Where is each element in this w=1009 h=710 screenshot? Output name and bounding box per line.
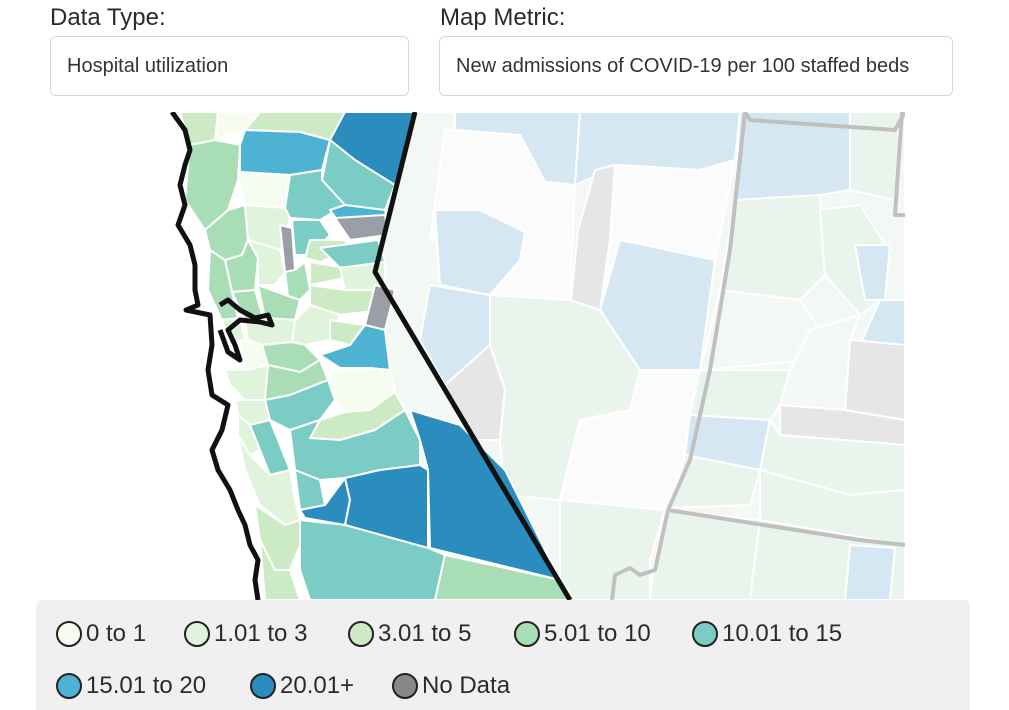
legend-label: 15.01 to 20: [86, 672, 207, 699]
legend-item-3-to-5[interactable]: 3.01 to 5: [348, 620, 471, 648]
choropleth-map[interactable]: [140, 112, 905, 600]
legend-item-no-data[interactable]: No Data: [392, 672, 510, 700]
california-coastline: [169, 112, 261, 600]
legend-swatch-icon: [348, 621, 374, 647]
ca-county-sierra-gray: [334, 214, 389, 241]
ca-county-santa-barbara: [259, 539, 301, 600]
ut-county-east: [859, 299, 905, 351]
map-legend: 0 to 1 1.01 to 3 3.01 to 5 5.01 to 10 10…: [36, 600, 970, 710]
ut-county-gray-east: [844, 339, 905, 421]
ut-county-millard: [689, 369, 791, 421]
ca-county-tulare: [344, 464, 429, 549]
ca-county-san-bernardino: [434, 554, 576, 600]
ut-county-north-east: [849, 112, 901, 201]
nv-county-humboldt: [434, 209, 526, 296]
data-type-select[interactable]: Hospital utilization: [50, 36, 409, 96]
data-type-label: Data Type:: [50, 4, 166, 31]
ca-county-merced: [264, 379, 336, 431]
legend-item-15-to-20[interactable]: 15.01 to 20: [56, 672, 206, 700]
ca-county-shasta-west: [237, 171, 291, 209]
legend-label: No Data: [422, 672, 511, 699]
sf-bay-outline: [217, 297, 275, 363]
legend-item-20-plus[interactable]: 20.01+: [250, 672, 354, 700]
border-ut-az: [667, 508, 905, 547]
ca-county-humboldt: [184, 139, 241, 231]
legend-swatch-icon: [692, 621, 718, 647]
legend-swatch-icon: [56, 673, 82, 699]
legend-swatch-icon: [56, 621, 82, 647]
legend-swatch-icon: [514, 621, 540, 647]
legend-swatch-icon: [392, 673, 418, 699]
border-nv-az: [610, 509, 670, 600]
legend-swatch-icon: [184, 621, 210, 647]
legend-label: 10.01 to 15: [722, 620, 843, 647]
ca-county-monterey: [237, 434, 301, 526]
ca-county-alameda: [224, 364, 269, 401]
legend-label: 3.01 to 5: [378, 620, 472, 647]
ca-county-marin: [221, 317, 246, 346]
ca-county-colusa: [247, 239, 286, 286]
az-county-blue: [844, 544, 896, 600]
ut-county-tooele: [719, 194, 826, 301]
legend-label: 1.01 to 3: [214, 620, 308, 647]
legend-item-0-to-1[interactable]: 0 to 1: [56, 620, 146, 648]
border-ut-east: [893, 112, 905, 217]
california-east-border: [372, 112, 573, 600]
ut-county-gray-mid: [779, 404, 905, 446]
map-metric-select[interactable]: New admissions of COVID-19 per 100 staff…: [439, 36, 953, 96]
ca-county-santa-cruz: [237, 414, 261, 456]
legend-item-10-to-15[interactable]: 10.01 to 15: [692, 620, 842, 648]
legend-label: 5.01 to 10: [544, 620, 651, 647]
ca-county-inyo: [409, 409, 561, 581]
legend-label: 0 to 1: [86, 620, 147, 647]
map-metric-label: Map Metric:: [440, 4, 566, 31]
legend-label: 20.01+: [280, 672, 355, 699]
legend-item-5-to-10[interactable]: 5.01 to 10: [514, 620, 651, 648]
ca-county-yolo: [257, 284, 301, 321]
legend-item-1-to-3[interactable]: 1.01 to 3: [184, 620, 307, 648]
az-county-mohave: [649, 509, 761, 600]
ca-county-trinity: [239, 129, 331, 176]
border-nv-ut: [666, 112, 747, 511]
legend-swatch-icon: [250, 673, 276, 699]
